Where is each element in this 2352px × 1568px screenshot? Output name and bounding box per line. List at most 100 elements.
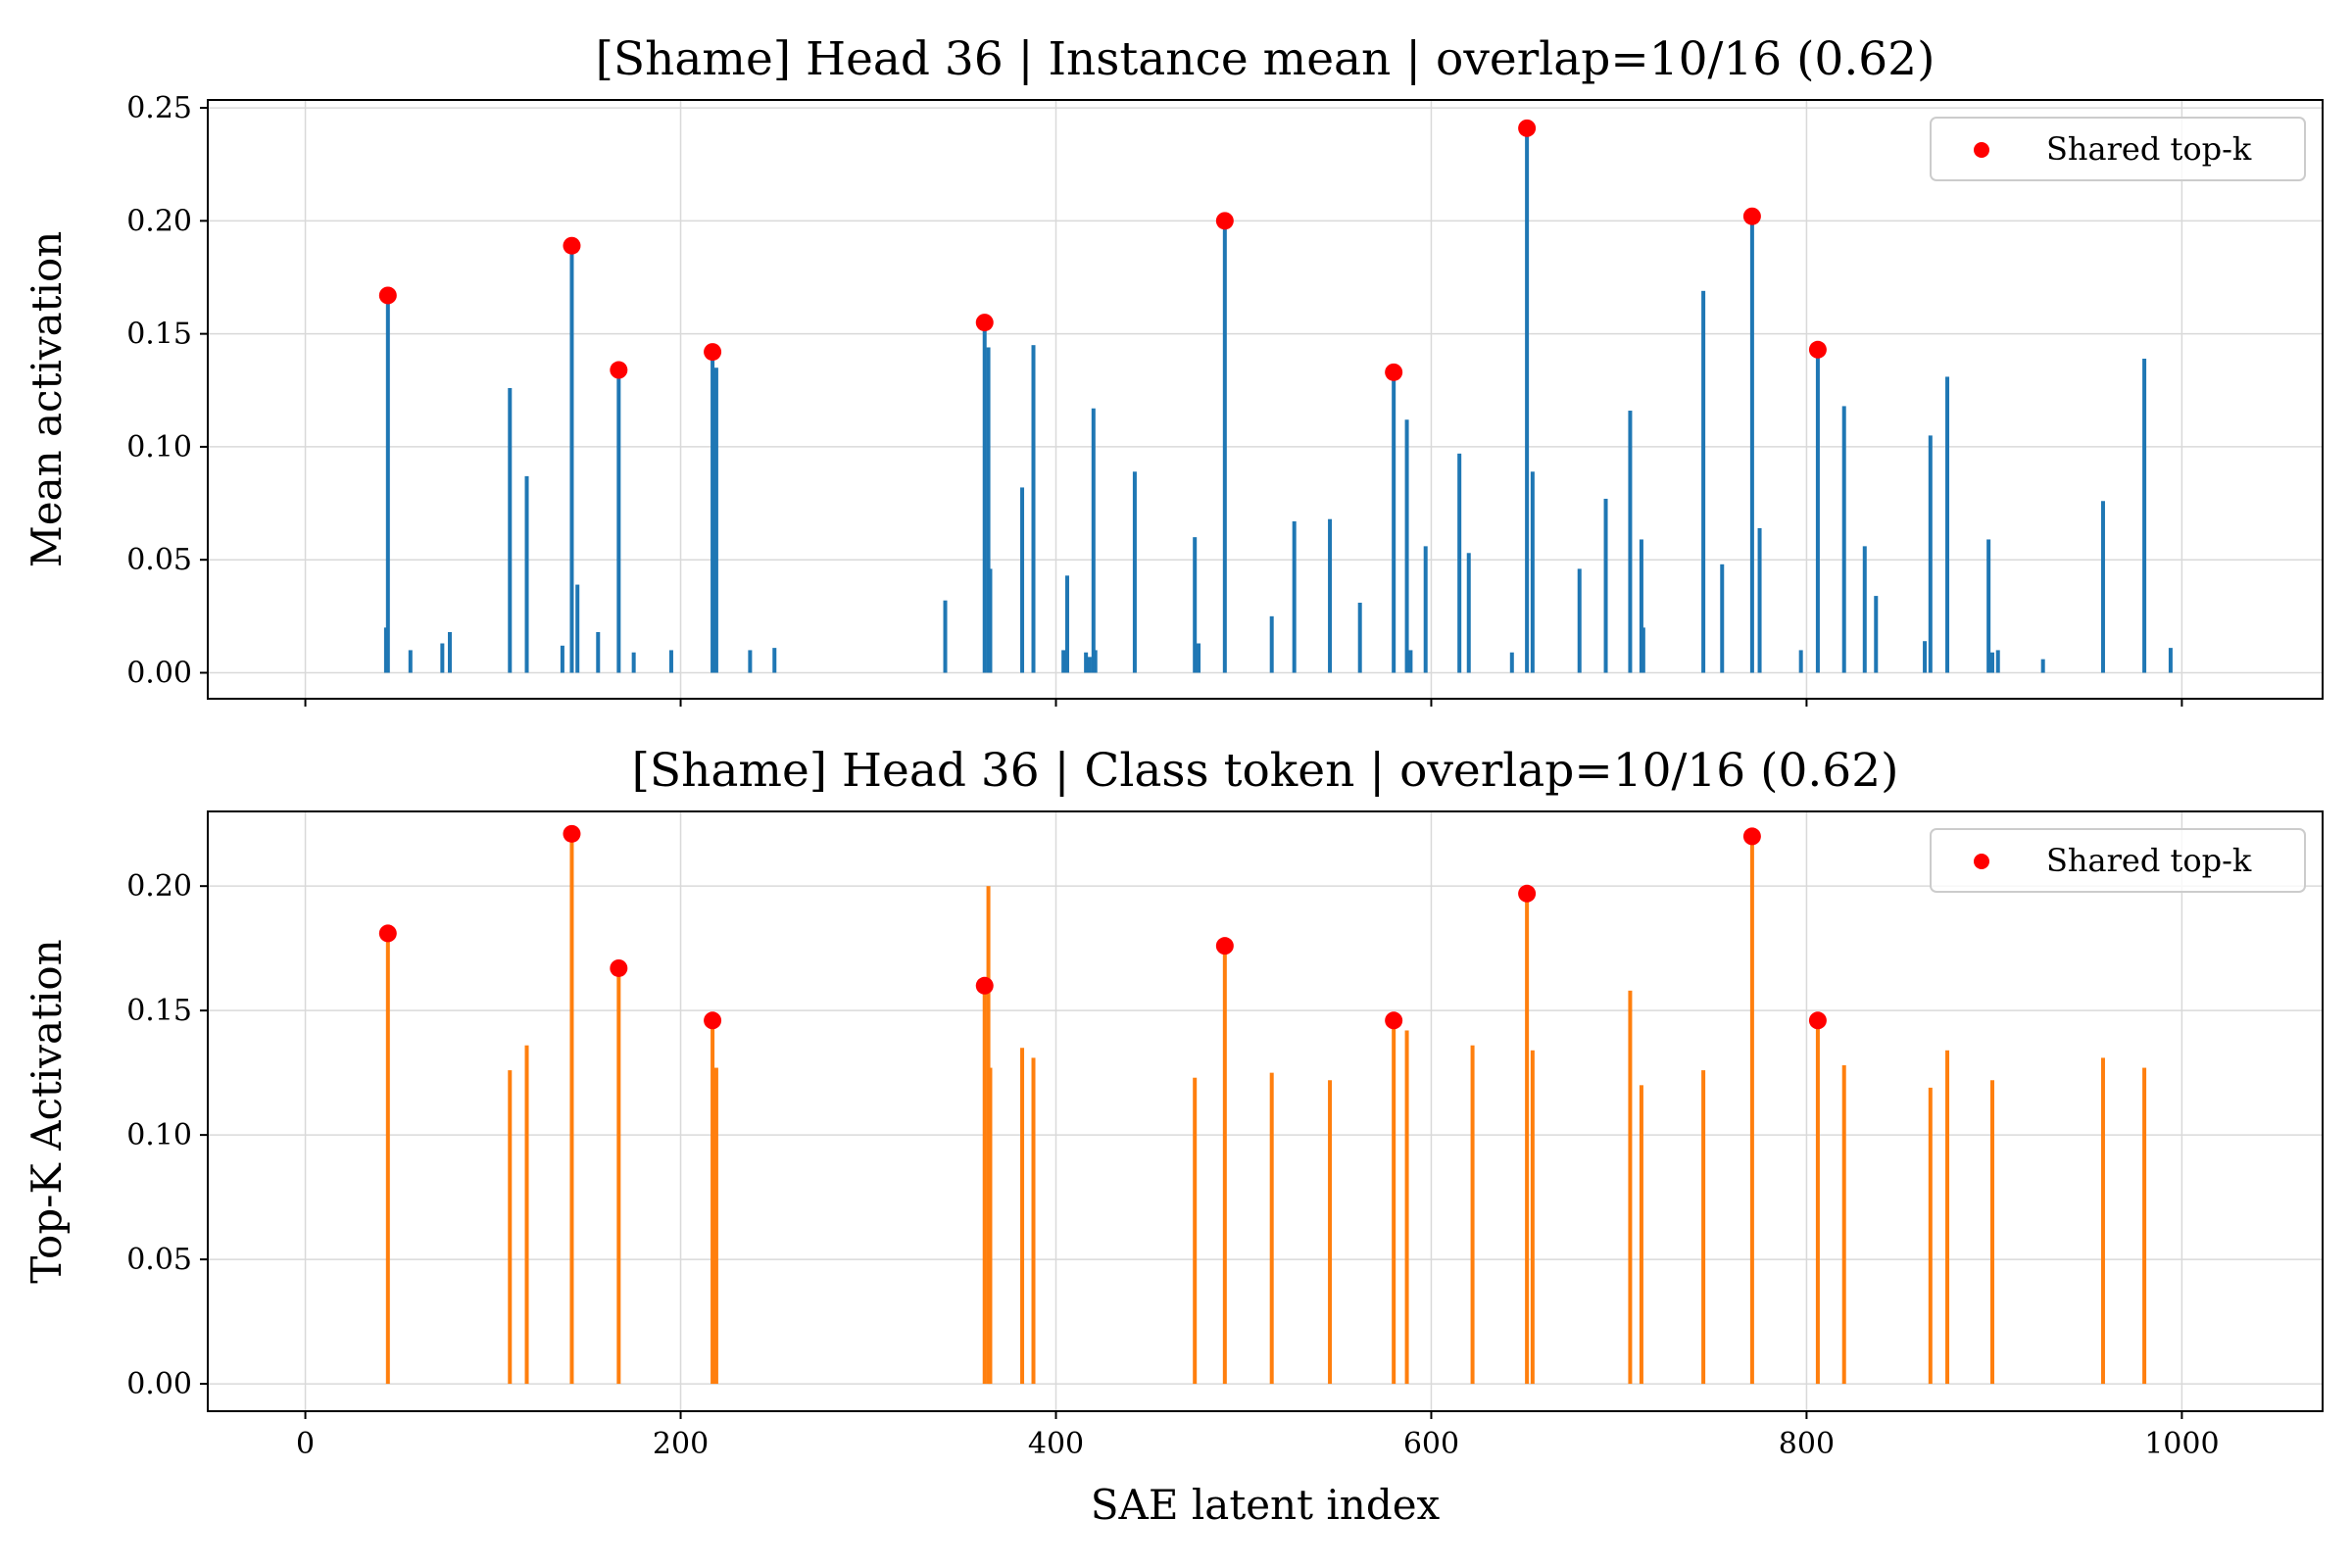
bar <box>668 650 673 673</box>
shared-topk-marker <box>704 1011 722 1030</box>
bar <box>986 347 991 673</box>
bar <box>2142 1067 2147 1385</box>
chart-title: [Shame] Head 36 | Class token | overlap=… <box>632 744 1899 798</box>
x-axis-ticks: 0 200 400 600 800 1000 <box>296 1411 2220 1461</box>
bar <box>2100 1057 2105 1385</box>
bar <box>1525 132 1530 673</box>
bar <box>1031 345 1036 673</box>
bar <box>1404 419 1409 673</box>
bar <box>1132 471 1137 673</box>
bar <box>1091 408 1096 673</box>
bar <box>710 1020 715 1385</box>
chart-instance-mean: 0.00 0.05 0.10 0.15 0.20 0.25 [Shame] Head 36… <box>23 32 2324 707</box>
bar <box>508 1070 513 1385</box>
shared-topk-marker <box>563 236 581 255</box>
bar <box>1989 652 1994 673</box>
bar <box>982 326 987 673</box>
shared-topk-marker <box>704 343 722 362</box>
y-tick-label: 0.20 <box>126 869 192 904</box>
bar <box>1841 406 1846 673</box>
plot-frame <box>207 99 2324 700</box>
bar <box>1749 836 1754 1385</box>
bar <box>385 300 390 673</box>
bar <box>710 356 715 673</box>
bar <box>508 387 513 673</box>
bar <box>2142 358 2147 673</box>
bar <box>385 933 390 1385</box>
bar <box>616 374 621 673</box>
bar <box>560 645 564 673</box>
bar <box>1986 539 1991 673</box>
plot-frame <box>207 810 2324 1412</box>
shared-topk-markers <box>378 824 1827 1030</box>
y-tick-label: 0.10 <box>126 430 192 465</box>
bar <box>1862 546 1867 673</box>
bar <box>1087 657 1092 673</box>
bar <box>1639 1085 1643 1385</box>
bar <box>713 368 718 673</box>
bar <box>1815 1020 1820 1385</box>
bar <box>1720 564 1725 673</box>
x-tick-label: 400 <box>1028 1427 1084 1461</box>
bar <box>1020 487 1025 673</box>
y-tick-label: 0.25 <box>126 91 192 125</box>
shared-topk-marker <box>975 976 994 995</box>
y-tick-label: 0.20 <box>126 204 192 238</box>
bar <box>1841 1065 1846 1385</box>
chart-grid <box>208 811 2323 1411</box>
bar <box>1509 652 1514 673</box>
bar <box>631 652 636 673</box>
bar <box>1577 568 1582 673</box>
legend-label: Shared top-k <box>2046 842 2252 879</box>
bar <box>1798 650 1803 673</box>
bar <box>1641 627 1645 673</box>
bar <box>1061 650 1066 673</box>
bar <box>524 1045 529 1385</box>
bar-series <box>385 833 2147 1385</box>
bar <box>440 643 445 673</box>
legend-box <box>1930 828 2306 893</box>
bar <box>1404 1030 1409 1385</box>
legend-marker <box>1974 854 1989 869</box>
shared-topk-marker <box>378 286 397 305</box>
shared-topk-marker <box>975 314 994 332</box>
x-tick-label: 1000 <box>2144 1427 2219 1461</box>
bar <box>2168 648 2173 673</box>
shared-topk-markers <box>378 119 1827 381</box>
bar <box>982 985 987 1385</box>
y-axis-ticks: 0.00 0.05 0.10 0.15 0.20 <box>126 869 208 1401</box>
bar <box>1470 1045 1475 1385</box>
bar <box>1392 1020 1396 1385</box>
x-tick-label: 200 <box>653 1427 709 1461</box>
bar <box>1392 376 1396 673</box>
shared-topk-marker <box>1742 207 1761 225</box>
y-tick-label: 0.00 <box>126 1367 192 1401</box>
bar <box>596 631 601 673</box>
y-axis-label: Mean activation <box>23 231 71 568</box>
bar <box>1928 435 1933 673</box>
bar <box>943 600 948 673</box>
chart-title: [Shame] Head 36 | Instance mean | overla… <box>596 32 1936 86</box>
bar <box>1457 453 1462 673</box>
bar <box>988 1067 993 1385</box>
bar <box>1292 521 1297 673</box>
shared-topk-marker <box>1742 827 1761 846</box>
shared-topk-marker <box>610 361 628 379</box>
bar <box>1945 376 1950 673</box>
bar <box>1757 527 1762 673</box>
bar <box>1328 518 1333 673</box>
shared-topk-marker <box>1808 340 1827 359</box>
shared-topk-marker <box>1385 1011 1403 1030</box>
y-axis-ticks: 0.00 0.05 0.10 0.15 0.20 0.25 <box>126 91 208 690</box>
shared-topk-marker <box>1385 363 1403 381</box>
bar <box>1525 893 1530 1385</box>
bar <box>1466 553 1471 673</box>
bar <box>448 631 453 673</box>
bar <box>1995 650 2000 673</box>
y-tick-label: 0.15 <box>126 994 192 1028</box>
bar <box>713 1067 718 1385</box>
shared-topk-marker <box>610 958 628 977</box>
bar <box>1989 1080 1994 1385</box>
bar <box>1357 603 1362 673</box>
